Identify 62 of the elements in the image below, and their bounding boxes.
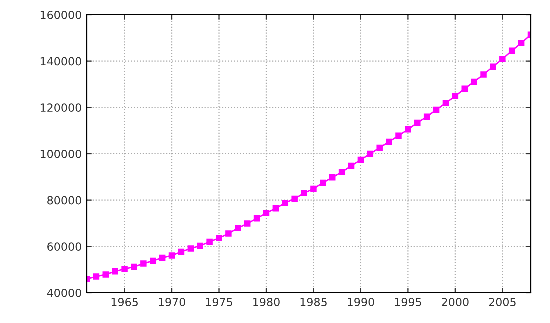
point xyxy=(462,86,468,92)
point xyxy=(159,254,166,262)
point xyxy=(292,196,298,202)
point xyxy=(301,190,308,197)
point xyxy=(405,126,412,133)
y-tick-label: 80000 xyxy=(48,196,82,205)
point xyxy=(206,238,213,246)
point xyxy=(480,72,487,78)
point xyxy=(329,174,336,181)
point xyxy=(367,150,374,158)
x-tick-label: 2005 xyxy=(489,298,516,306)
point xyxy=(244,220,251,227)
point xyxy=(396,132,402,140)
point xyxy=(348,162,355,170)
point xyxy=(188,246,194,252)
point xyxy=(235,225,242,232)
point xyxy=(102,272,110,278)
point xyxy=(320,180,326,186)
y-tick-label: 40000 xyxy=(47,288,82,298)
point xyxy=(310,186,317,192)
point xyxy=(442,100,450,106)
x-tick-label: 1985 xyxy=(300,298,327,306)
point xyxy=(93,274,100,280)
point xyxy=(150,258,156,264)
point xyxy=(376,144,383,152)
point xyxy=(131,264,138,270)
point xyxy=(424,114,430,120)
point xyxy=(112,268,118,275)
x-tick-label: 1995 xyxy=(395,298,422,306)
point xyxy=(471,78,478,86)
x-tick-label: 1980 xyxy=(254,298,280,306)
point xyxy=(272,206,280,212)
point xyxy=(140,260,147,267)
point xyxy=(414,120,421,126)
point xyxy=(216,235,222,242)
point xyxy=(338,169,346,176)
y-tick-label: 60000 xyxy=(48,242,82,252)
point xyxy=(168,252,176,259)
point xyxy=(197,242,204,250)
x-tick-label: 1970 xyxy=(159,298,186,306)
point xyxy=(452,93,459,100)
point xyxy=(386,138,392,146)
point xyxy=(254,216,260,222)
point xyxy=(490,64,496,70)
point xyxy=(263,210,270,216)
point xyxy=(518,40,525,46)
y-tick-label: 100000 xyxy=(40,150,82,158)
point xyxy=(500,56,506,62)
point xyxy=(178,248,185,256)
point xyxy=(122,266,128,272)
y-tick-label: 160000 xyxy=(40,10,82,20)
point xyxy=(358,156,364,164)
y-tick-label: 140000 xyxy=(40,57,82,66)
y-tick-label: 120000 xyxy=(40,104,82,112)
point xyxy=(226,230,232,237)
point xyxy=(508,48,516,54)
x-tick-label: 1965 xyxy=(112,298,138,306)
x-tick-label: 1975 xyxy=(206,298,232,306)
x-tick-label: 2000 xyxy=(442,298,469,306)
point xyxy=(433,106,440,114)
point xyxy=(282,200,289,206)
x-tick-label: 1990 xyxy=(348,298,374,306)
